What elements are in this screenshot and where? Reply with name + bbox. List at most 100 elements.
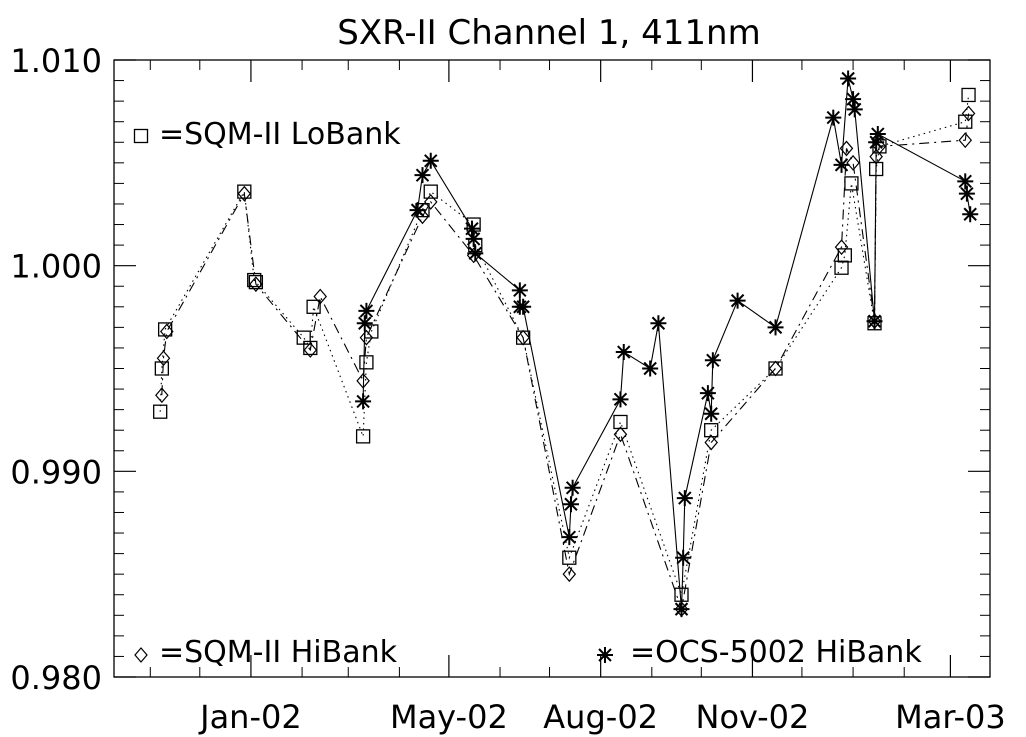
legend-marker-diamond (134, 647, 148, 663)
legend: =SQM-II LoBank =SQM-II HiBank =OCS-5002 Hi… (133, 117, 922, 670)
data-point-diamond (562, 566, 577, 583)
data-point-square (306, 299, 321, 314)
data-point-asterisk (825, 109, 842, 126)
data-point-square (248, 274, 264, 290)
data-point-square (562, 550, 577, 565)
series-markers (153, 70, 979, 618)
data-point-asterisk (650, 315, 667, 332)
y-tick-labels: 1.010 1.000 0.990 0.980 (10, 42, 102, 697)
data-point-diamond (237, 185, 252, 202)
data-point-diamond (359, 329, 374, 346)
axis-ticks (114, 59, 990, 678)
data-point-asterisk (699, 385, 716, 402)
x-tick-label: Nov-02 (696, 698, 810, 736)
data-point-asterisk (957, 173, 974, 190)
data-point-asterisk (561, 529, 578, 546)
data-point-diamond (834, 239, 849, 256)
data-point-diamond (704, 434, 718, 451)
data-point-asterisk (615, 344, 632, 361)
data-point-diamond (156, 350, 171, 367)
data-point-diamond (869, 148, 883, 165)
data-point-asterisk (868, 134, 885, 151)
data-point-square (844, 176, 859, 191)
data-point-asterisk (564, 479, 581, 496)
data-point-square (704, 423, 719, 438)
data-point-asterisk (833, 156, 850, 173)
data-point-diamond (303, 342, 318, 358)
data-point-asterisk (562, 496, 579, 513)
data-point-asterisk (845, 91, 862, 108)
data-point-square (613, 414, 628, 430)
data-point-diamond (961, 105, 976, 122)
data-point-diamond (356, 372, 370, 389)
data-point-asterisk (958, 185, 975, 202)
data-point-square (154, 361, 169, 376)
data-point-diamond (423, 193, 438, 210)
data-point-asterisk (356, 315, 373, 332)
data-point-square (153, 404, 168, 419)
data-point-square (958, 114, 973, 129)
data-point-asterisk (673, 601, 690, 618)
x-tick-labels: Jan-02 May-02 Aug-02 Nov-02 Mar-03 (198, 698, 1006, 736)
data-point-asterisk (675, 549, 692, 566)
x-tick-label: Mar-03 (895, 698, 1006, 736)
data-point-diamond (958, 132, 973, 149)
legend-label-square: =SQM-II LoBank (159, 117, 401, 152)
data-point-asterisk (767, 319, 784, 336)
data-point-diamond (846, 154, 860, 171)
series-line-diamond (161, 113, 970, 612)
data-point-square (359, 355, 374, 370)
series-line-asterisk (362, 78, 971, 610)
data-point-asterisk (704, 352, 721, 369)
data-point-square (869, 161, 884, 177)
data-point-square (961, 87, 976, 103)
data-point-asterisk (515, 298, 532, 315)
data-point-asterisk (962, 206, 979, 223)
y-tick-label: 1.000 (10, 248, 102, 286)
data-point-asterisk (866, 313, 883, 330)
data-point-square (355, 429, 371, 444)
data-point-asterisk (869, 126, 886, 143)
data-point-square (247, 272, 262, 288)
data-point-diamond (313, 288, 328, 305)
data-point-asterisk (422, 152, 439, 169)
data-point-asterisk (463, 220, 480, 237)
x-tick-label: May-02 (390, 698, 508, 736)
data-point-diamond (839, 140, 854, 157)
legend-marker-square (133, 128, 149, 144)
data-point-diamond (613, 426, 628, 443)
legend-label-asterisk: =OCS-5002 HiBank (630, 635, 922, 670)
x-tick-label: Jan-02 (198, 698, 302, 736)
data-point-asterisk (840, 70, 857, 87)
data-point-asterisk (414, 167, 431, 184)
data-point-square (837, 248, 852, 263)
data-point-asterisk (729, 292, 746, 309)
y-tick-label: 0.980 (10, 659, 102, 697)
y-tick-label: 1.010 (10, 42, 102, 80)
series-lines (159, 78, 971, 612)
data-point-asterisk (358, 302, 375, 319)
data-point-diamond (160, 323, 174, 340)
data-point-asterisk (642, 360, 659, 377)
x-tick-label: Aug-02 (543, 698, 658, 736)
data-point-asterisk (467, 245, 484, 262)
data-point-diamond (768, 360, 783, 377)
data-point-asterisk (703, 405, 720, 422)
data-point-diamond (516, 329, 530, 346)
data-point-diamond (155, 387, 169, 404)
data-point-asterisk (846, 101, 863, 118)
data-point-square (423, 184, 438, 199)
data-point-asterisk (511, 282, 528, 299)
data-point-square (303, 340, 318, 356)
legend-marker-asterisk (597, 647, 613, 663)
chart-title: SXR-II Channel 1, 411nm (337, 13, 760, 53)
y-tick-label: 0.990 (10, 453, 102, 491)
data-point-asterisk (465, 230, 482, 247)
data-point-square (237, 184, 252, 199)
data-point-asterisk (676, 490, 693, 507)
data-point-square (834, 260, 849, 275)
data-point-asterisk (355, 393, 372, 410)
data-point-asterisk (612, 391, 629, 408)
data-point-diamond (249, 276, 263, 293)
